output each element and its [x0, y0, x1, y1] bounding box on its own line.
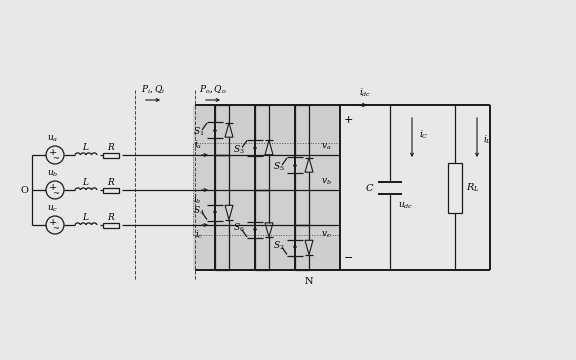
Text: $u_b$: $u_b$: [47, 169, 59, 179]
Text: ~: ~: [52, 190, 59, 198]
Text: $u_{dc}$: $u_{dc}$: [399, 200, 414, 211]
Text: $-$: $-$: [343, 251, 353, 261]
Text: $v_a$: $v_a$: [321, 142, 331, 152]
Text: +: +: [49, 183, 57, 192]
Text: $i_{dc}$: $i_{dc}$: [359, 87, 371, 99]
Text: $S_1$: $S_1$: [194, 126, 204, 138]
Text: $R$: $R$: [107, 211, 115, 221]
Text: +: +: [49, 217, 57, 226]
Text: $u_c$: $u_c$: [47, 204, 59, 214]
Bar: [103, 188, 119, 193]
Text: N: N: [305, 278, 313, 287]
Text: +: +: [49, 148, 57, 157]
Text: $S_5$: $S_5$: [273, 161, 285, 173]
Text: $S_4$: $S_4$: [193, 204, 205, 217]
Bar: [103, 153, 119, 158]
Text: $i_L$: $i_L$: [483, 134, 491, 146]
Bar: [448, 162, 462, 212]
Text: ~: ~: [52, 225, 59, 233]
Text: $P_i, Q_i$: $P_i, Q_i$: [141, 83, 165, 95]
Text: $C$: $C$: [365, 182, 374, 193]
Bar: [193, 105, 340, 270]
Text: $u_a$: $u_a$: [47, 134, 59, 144]
Text: $R$: $R$: [107, 176, 115, 186]
Text: $S_2$: $S_2$: [273, 239, 285, 252]
Text: ~: ~: [52, 155, 59, 163]
Text: $R$: $R$: [107, 140, 115, 152]
Text: $P_o, Q_o$: $P_o, Q_o$: [199, 83, 227, 95]
Text: $L$: $L$: [82, 140, 90, 152]
Text: $i_c$: $i_c$: [195, 229, 203, 241]
Text: $i_C$: $i_C$: [419, 129, 429, 141]
Text: $R_L$: $R_L$: [466, 181, 480, 194]
Text: $L$: $L$: [82, 176, 90, 186]
Text: $S_6$: $S_6$: [233, 222, 245, 234]
Bar: [193, 143, 340, 235]
Text: $i_b$: $i_b$: [193, 194, 201, 206]
Text: $v_c$: $v_c$: [321, 230, 331, 240]
Text: $i_a$: $i_a$: [194, 139, 202, 151]
Text: O: O: [20, 185, 28, 194]
Text: $v_b$: $v_b$: [321, 177, 331, 187]
Text: $S_3$: $S_3$: [233, 143, 245, 156]
Text: $+$: $+$: [343, 113, 353, 125]
Text: $L$: $L$: [82, 211, 90, 221]
Bar: [103, 222, 119, 228]
